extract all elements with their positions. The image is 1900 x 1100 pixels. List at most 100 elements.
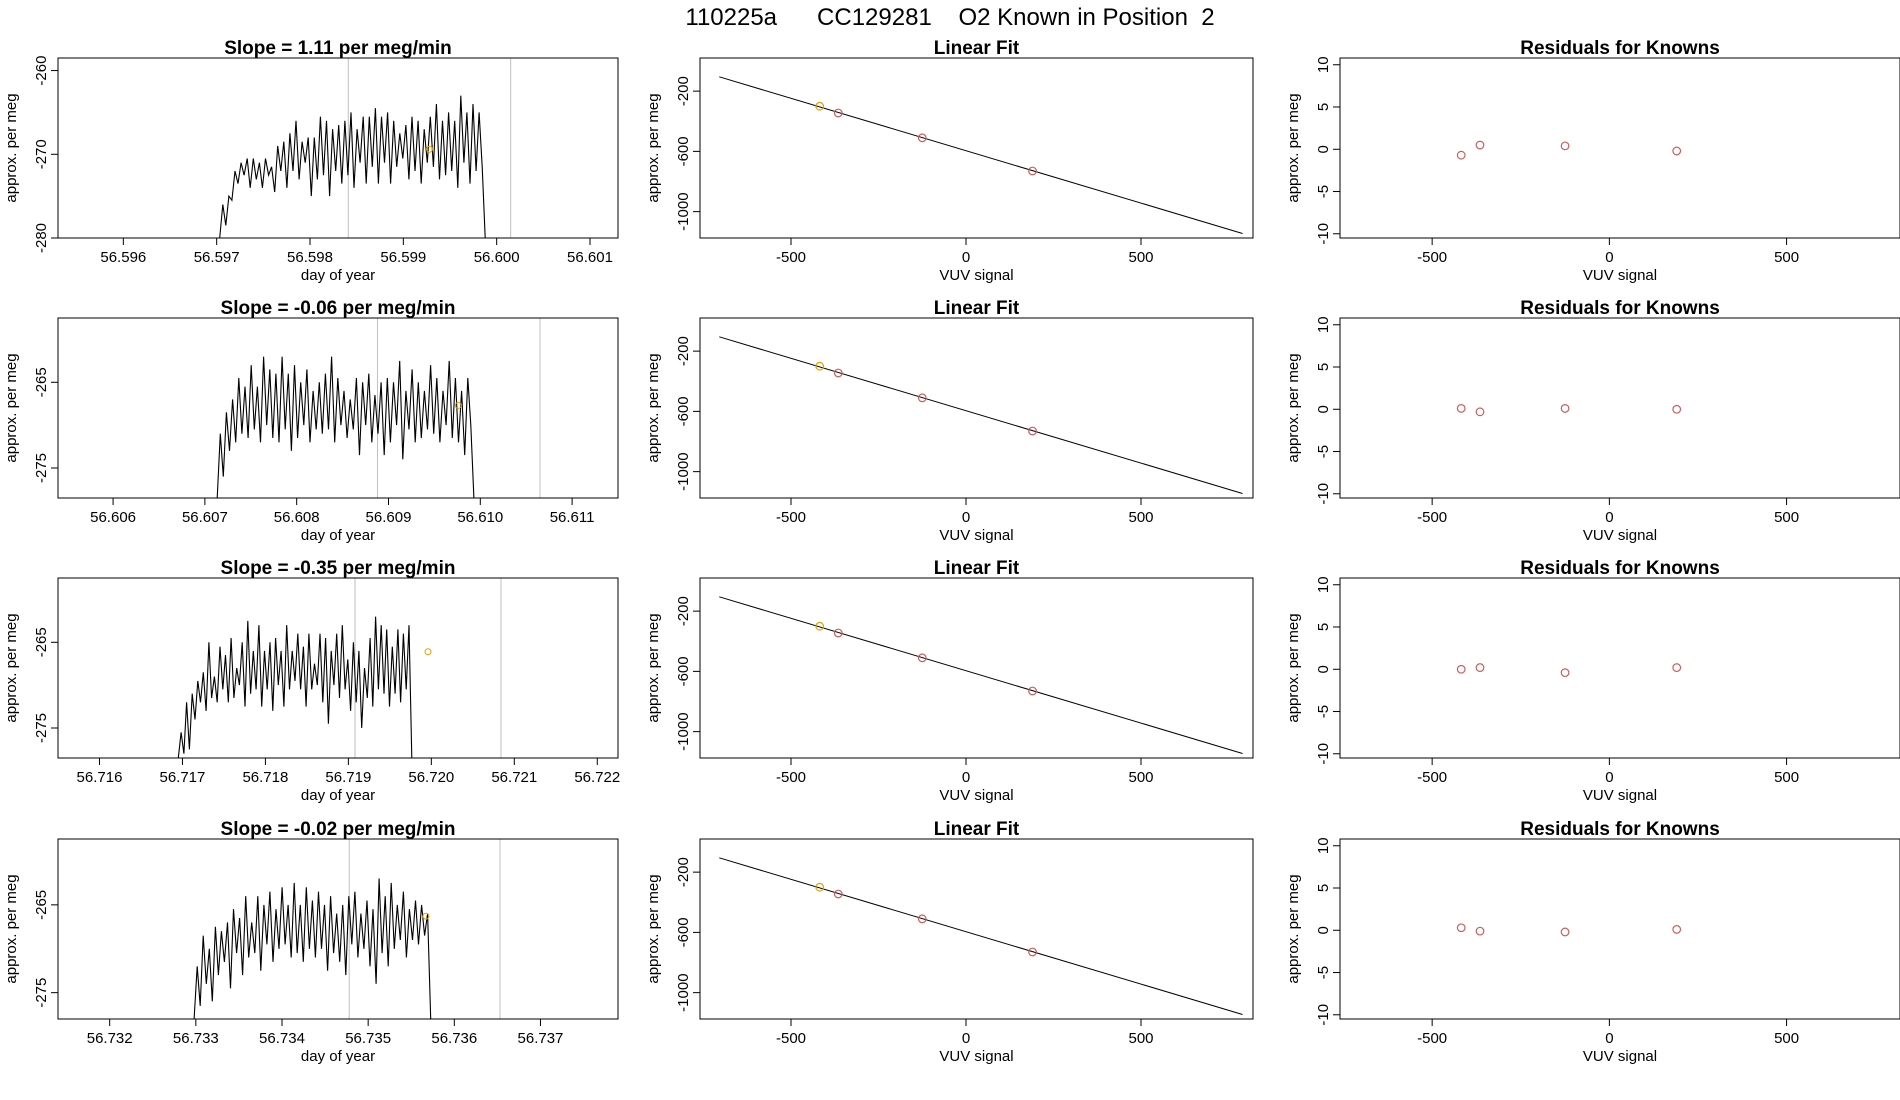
x-axis-label: VUV signal <box>939 1048 1013 1065</box>
y-tick-label: -260 <box>33 56 50 86</box>
plot-frame <box>1339 838 1900 1020</box>
data-point <box>1560 927 1570 937</box>
x-tick-label: 500 <box>1774 769 1799 786</box>
y-axis-label: approx. per meg <box>1285 353 1302 462</box>
y-axis-label: approx. per meg <box>3 353 20 462</box>
y-tick-label: -10 <box>1315 223 1332 245</box>
plot-frame <box>57 317 619 499</box>
x-tick-label: -500 <box>1417 509 1447 526</box>
x-tick-label: 56.722 <box>574 769 620 786</box>
y-tick-label: -270 <box>33 139 50 169</box>
x-axis-label: day of year <box>301 787 375 804</box>
data-point <box>1672 146 1682 156</box>
data-point <box>1028 426 1037 436</box>
fit-line <box>719 336 1243 494</box>
data-point <box>815 101 825 111</box>
y-axis-label: approx. per meg <box>3 613 20 722</box>
data-point <box>1560 404 1570 413</box>
panel-title: Slope = 1.11 per meg/min <box>224 38 452 59</box>
x-tick-label: 500 <box>1128 769 1153 786</box>
x-axis-label: day of year <box>301 1048 375 1065</box>
x-axis-label: VUV signal <box>1583 787 1657 804</box>
panel-title: Residuals for Knowns <box>1520 38 1720 59</box>
x-tick-label: -500 <box>776 249 806 266</box>
y-axis-label: approx. per meg <box>645 353 662 462</box>
y-tick-label: -5 <box>1315 185 1332 198</box>
marker-point <box>454 401 462 409</box>
y-tick-label: -275 <box>33 453 50 483</box>
x-axis-label: day of year <box>301 267 375 284</box>
y-axis-label: approx. per meg <box>1285 613 1302 722</box>
x-tick-label: 56.720 <box>408 769 454 786</box>
y-tick-label: -275 <box>33 713 50 743</box>
x-tick-label: 56.732 <box>87 1030 133 1047</box>
y-tick-label: 5 <box>1315 363 1332 371</box>
plot-frame <box>699 57 1254 239</box>
plot-frame <box>1339 577 1900 759</box>
y-axis-label: approx. per meg <box>645 874 662 983</box>
y-tick-label: 5 <box>1315 103 1332 111</box>
y-tick-label: -1000 <box>675 973 692 1011</box>
x-tick-label: 500 <box>1774 509 1799 526</box>
data-point <box>1672 663 1682 672</box>
x-tick-label: 0 <box>1605 249 1613 266</box>
data-point <box>917 653 927 663</box>
x-tick-label: 56.737 <box>518 1030 564 1047</box>
panel-title: Slope = -0.35 per meg/min <box>221 558 456 579</box>
data-point <box>833 368 843 378</box>
x-axis-label: day of year <box>301 527 375 544</box>
x-tick-label: 56.719 <box>325 769 371 786</box>
y-tick-label: -600 <box>675 396 692 426</box>
data-point <box>1028 686 1037 696</box>
x-tick-label: -500 <box>1417 1030 1447 1047</box>
x-tick-label: 0 <box>1605 1030 1613 1047</box>
data-point <box>815 882 825 892</box>
x-tick-label: 0 <box>1605 509 1613 526</box>
x-tick-label: 56.735 <box>345 1030 391 1047</box>
x-tick-label: 56.716 <box>77 769 123 786</box>
y-tick-label: -5 <box>1315 705 1332 718</box>
x-tick-label: -500 <box>1417 769 1447 786</box>
x-tick-label: 56.734 <box>259 1030 305 1047</box>
panel-3: Residuals for Knowns -500 0 500 VUV signal 10… <box>1285 38 1900 284</box>
y-axis-label: approx. per meg <box>1285 874 1302 983</box>
figure-title: 110225a CC129281 O2 Known in Position 2 <box>685 4 1215 31</box>
x-tick-label: 56.733 <box>173 1030 219 1047</box>
panel-7: Slope = -0.35 per meg/min 56.716 56.717 56.… <box>3 558 620 804</box>
data-point <box>1672 925 1682 934</box>
data-point <box>833 108 843 118</box>
x-axis-label: VUV signal <box>1583 267 1657 284</box>
y-tick-label: 0 <box>1315 926 1332 934</box>
y-tick-label: -600 <box>675 656 692 686</box>
x-tick-label: 0 <box>962 509 970 526</box>
data-point <box>833 628 843 638</box>
panel-title: Residuals for Knowns <box>1520 819 1720 840</box>
panel-6: Residuals for Knowns -500 0 500 VUV signal 10… <box>1285 298 1900 544</box>
panel-5: Linear Fit -500 0 500 VUV signal -200 -600 -100… <box>645 298 1254 544</box>
panel-title: Linear Fit <box>934 298 1020 319</box>
x-tick-label: 56.596 <box>100 249 146 266</box>
data-point <box>1456 664 1466 674</box>
series-line <box>177 616 413 758</box>
panel-title: Linear Fit <box>934 819 1020 840</box>
plot-frame <box>1339 57 1900 239</box>
data-point <box>1475 140 1485 150</box>
y-axis-label: approx. per meg <box>3 874 20 983</box>
x-tick-label: 56.610 <box>457 509 503 526</box>
y-tick-label: 10 <box>1315 837 1332 854</box>
y-tick-label: 10 <box>1315 576 1332 593</box>
data-point <box>1456 404 1466 413</box>
y-tick-label: -10 <box>1315 743 1332 765</box>
y-tick-label: -5 <box>1315 966 1332 979</box>
x-tick-label: 0 <box>1605 769 1613 786</box>
data-point <box>1475 926 1485 936</box>
panel-1: Slope = 1.11 per meg/min 56.596 56.597 56.5… <box>3 38 619 284</box>
fit-line <box>719 596 1243 754</box>
y-tick-label: 10 <box>1315 56 1332 73</box>
marker-point <box>424 648 432 656</box>
x-tick-label: 500 <box>1774 1030 1799 1047</box>
panel-11: Linear Fit -500 0 500 VUV signal -200 -600 -100… <box>645 819 1254 1065</box>
plot-frame <box>699 317 1254 499</box>
x-tick-label: 56.606 <box>90 509 136 526</box>
